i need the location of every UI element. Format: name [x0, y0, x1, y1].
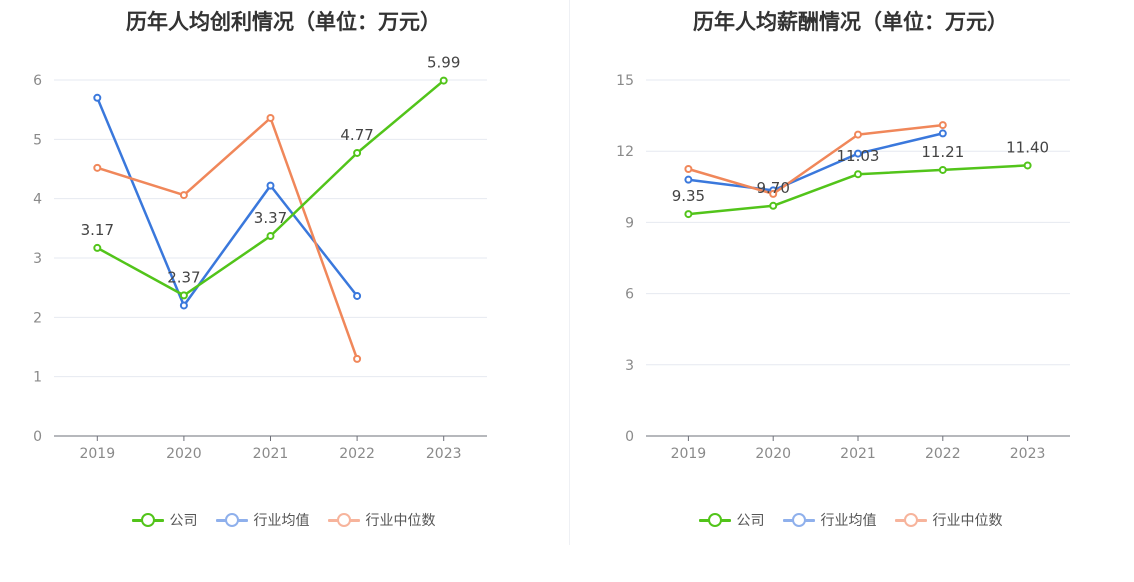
- chart-title: 历年人均创利情况（单位：万元）: [126, 10, 441, 34]
- data-point: [938, 129, 947, 138]
- x-tick-label: 2020: [755, 446, 791, 462]
- legend-label: 公司: [169, 513, 198, 529]
- data-point: [938, 121, 947, 130]
- data-label: 5.99: [427, 54, 460, 72]
- legend-line-marker-icon: [894, 512, 927, 528]
- data-point: [1023, 161, 1032, 170]
- data-point: [353, 148, 362, 157]
- legend-item-industry-median[interactable]: 行业中位数: [894, 510, 1003, 530]
- x-tick-label: 2019: [671, 446, 707, 462]
- data-point: [854, 170, 862, 179]
- series-line: [688, 132, 944, 192]
- legend-label: 行业中位数: [365, 513, 436, 529]
- series-line: [688, 123, 943, 196]
- y-tick-label: 3: [33, 251, 42, 267]
- legend-label: 行业均值: [820, 513, 877, 529]
- y-tick-label: 0: [625, 429, 634, 445]
- data-point: [684, 165, 693, 173]
- y-tick-label: 3: [625, 358, 634, 374]
- per-capita-profit-chart: 历年人均创利情况（单位：万元） 0 1 2 3 4 5 6 2019 2020 2021 2022 2…: [0, 10, 567, 530]
- data-point: [266, 181, 275, 190]
- y-tick-label: 0: [33, 429, 42, 445]
- data-label: 2.37: [167, 268, 200, 286]
- y-tick-label: 5: [33, 132, 42, 148]
- x-tick-label: 2022: [925, 446, 961, 462]
- x-tick-label: 2020: [166, 446, 202, 462]
- data-point: [353, 291, 362, 300]
- per-capita-salary-plot: 0 3 6 9 12 15 2019 2020 2021 2022 2023 9.35 9.70 11.0…: [616, 73, 1070, 462]
- data-label: 11.03: [837, 147, 880, 165]
- legend-line-marker-icon: [327, 512, 360, 528]
- legend-line-marker-icon: [215, 512, 248, 528]
- per-capita-salary-chart: 历年人均薪酬情况（单位：万元） 0 3 6 9 12 15 2019 2020 2021 2022…: [567, 0, 1134, 582]
- data-point: [266, 113, 275, 122]
- legend-item-company[interactable]: 公司: [131, 510, 198, 530]
- y-tick-label: 6: [33, 73, 42, 89]
- data-point: [179, 191, 188, 200]
- data-label: 9.35: [672, 187, 705, 205]
- y-tick-label: 15: [616, 73, 634, 89]
- data-label: 11.21: [921, 143, 964, 161]
- y-tick-label: 2: [33, 310, 42, 326]
- y-tick-label: 1: [33, 370, 42, 386]
- data-point: [179, 301, 188, 310]
- x-tick-label: 2022: [339, 446, 375, 462]
- legend-item-industry-average[interactable]: 行业均值: [782, 510, 877, 530]
- legend-label: 公司: [736, 513, 765, 529]
- legend-line-marker-icon: [698, 512, 731, 528]
- x-tick-label: 2023: [1010, 446, 1046, 462]
- data-point: [266, 232, 275, 241]
- data-label: 11.40: [1006, 138, 1049, 156]
- data-point: [769, 201, 778, 210]
- panel-divider: [569, 0, 570, 545]
- legend-item-industry-average[interactable]: 行业均值: [215, 510, 310, 530]
- legend-line-marker-icon: [131, 512, 164, 528]
- data-point: [769, 189, 778, 198]
- data-point: [684, 175, 693, 184]
- chart-legend: 公司 行业均值 行业中位数: [0, 510, 567, 530]
- chart-legend: 公司 行业均值 行业中位数: [567, 510, 1134, 530]
- y-tick-label: 12: [616, 144, 634, 160]
- y-tick-label: 4: [33, 192, 42, 208]
- data-label: 9.70: [756, 179, 789, 197]
- data-point: [93, 93, 102, 102]
- data-point: [179, 291, 188, 300]
- x-tick-label: 2021: [253, 446, 289, 462]
- x-tick-label: 2023: [426, 446, 462, 462]
- data-label: 4.77: [340, 126, 373, 144]
- x-tick-label: 2019: [79, 446, 115, 462]
- data-point: [938, 165, 947, 174]
- legend-line-marker-icon: [782, 512, 815, 528]
- x-tick-label: 2021: [840, 446, 876, 462]
- per-capita-profit-plot: 0 1 2 3 4 5 6 2019 2020 2021 2022 2023 3.17 2.37 3.37 4…: [33, 54, 487, 462]
- y-tick-label: 6: [625, 287, 634, 303]
- data-label: 3.37: [254, 209, 287, 227]
- data-point: [93, 243, 102, 252]
- data-point: [353, 354, 362, 363]
- y-tick-label: 9: [625, 215, 634, 231]
- series-line: [96, 116, 359, 360]
- data-label: 3.17: [81, 221, 114, 239]
- data-point: [93, 163, 102, 172]
- data-point: [439, 76, 448, 85]
- legend-label: 行业中位数: [932, 513, 1003, 529]
- legend-item-company[interactable]: 公司: [698, 510, 765, 530]
- data-point: [684, 210, 693, 219]
- legend-label: 行业均值: [253, 513, 310, 529]
- data-point: [854, 130, 862, 139]
- data-point: [854, 149, 862, 158]
- legend-item-industry-median[interactable]: 行业中位数: [327, 510, 436, 530]
- chart-title: 历年人均薪酬情况（单位：万元）: [693, 10, 1008, 34]
- series-line: [96, 97, 359, 307]
